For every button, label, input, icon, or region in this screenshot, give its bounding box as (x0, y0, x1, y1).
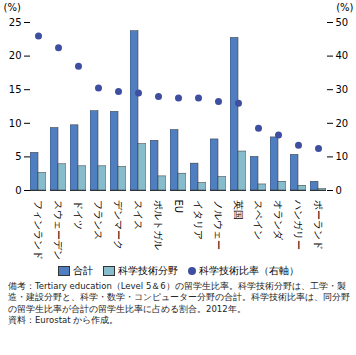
svg-text:(%): (%) (4, 2, 21, 13)
svg-text:5: 5 (15, 151, 21, 162)
html-text:科学技術分野: 科学技術分野 (117, 265, 178, 276)
svg-text:ポルトガル: ポルトガル (153, 200, 164, 250)
svg-text:イタリア: イタリア (193, 200, 204, 240)
svg-text:ノルウェー: ノルウェー (213, 200, 224, 250)
svg-text:(%): (%) (336, 2, 353, 13)
svg-text:20: 20 (9, 50, 22, 61)
svg-text:デンマーク: デンマーク (113, 200, 124, 250)
svg-text:10: 10 (9, 118, 22, 129)
svg-text:15: 15 (9, 84, 22, 95)
html-text:資料：Eurostat から作成。: 資料：Eurostat から作成。 (8, 315, 119, 326)
svg-text:40: 40 (336, 50, 349, 61)
svg-text:EU: EU (173, 200, 184, 214)
html-text:備考：Tertiary education（Level 5＆: 備考：Tertiary education（Level 5＆6）の留学生比率。科… (8, 281, 350, 314)
svg-text:20: 20 (336, 118, 349, 129)
svg-text:10: 10 (336, 151, 349, 162)
svg-text:スイス: スイス (133, 200, 144, 230)
svg-text:50: 50 (336, 17, 349, 28)
svg-text:スペイン: スペイン (253, 200, 264, 240)
svg-text:オランダ: オランダ (273, 200, 284, 241)
svg-text:英国: 英国 (233, 200, 244, 220)
svg-text:25: 25 (9, 17, 22, 28)
svg-text:ポーランド: ポーランド (313, 200, 324, 250)
svg-text:30: 30 (336, 84, 349, 95)
svg-text:ドイツ: ドイツ (73, 200, 84, 230)
svg-text:ハンガリー: ハンガリー (293, 199, 304, 250)
svg-text:フィンランド: フィンランド (33, 200, 44, 260)
svg-text:スウェーデン: スウェーデン (53, 200, 64, 260)
svg-text:フランス: フランス (93, 200, 104, 240)
html-text:合計: 合計 (72, 265, 93, 276)
svg-text:0: 0 (15, 185, 21, 196)
svg-text:0: 0 (336, 185, 342, 196)
html-text:科学技術比率（右軸）: 科学技術比率（右軸） (198, 265, 299, 276)
